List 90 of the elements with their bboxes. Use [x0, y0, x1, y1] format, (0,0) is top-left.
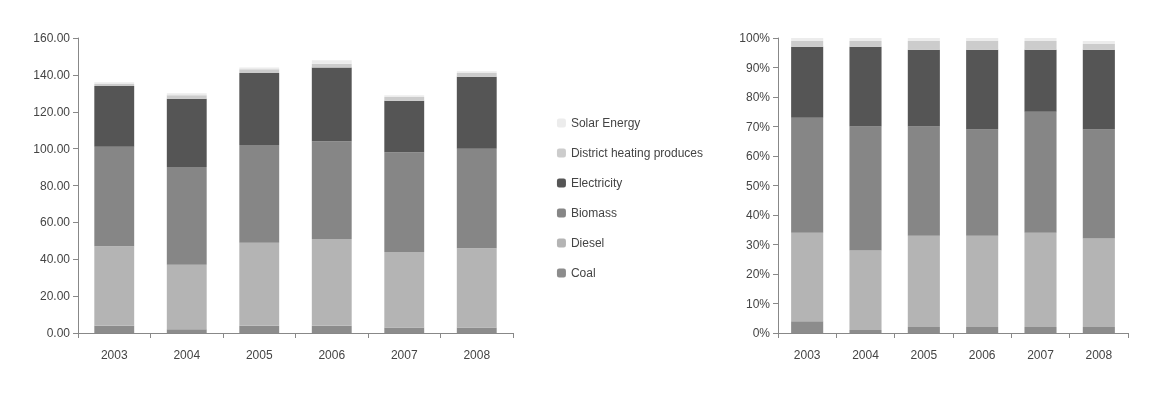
x-tick-label: 2003 — [100, 348, 128, 362]
bar — [311, 60, 352, 64]
x-tick-label: 2003 — [793, 348, 821, 362]
bar — [1024, 111, 1057, 233]
bar — [966, 49, 999, 130]
legend-label: Electricity — [570, 176, 623, 190]
y-tick-label: 30% — [745, 237, 771, 252]
bar — [907, 38, 940, 41]
bar — [966, 235, 999, 328]
bar — [907, 49, 940, 127]
bar — [239, 242, 280, 326]
bar — [94, 246, 135, 326]
y-tick-label: 0.00 — [46, 326, 71, 340]
bar — [456, 148, 497, 249]
y-tick-label: 90% — [745, 60, 771, 75]
y-tick-label: 60.00 — [39, 215, 71, 230]
bar — [456, 76, 497, 149]
y-tick-label: 40.00 — [39, 252, 71, 267]
y-tick-label: 100% — [739, 31, 771, 45]
bar — [1082, 49, 1115, 130]
legend-label: Solar Energy — [570, 116, 641, 130]
bar — [239, 144, 280, 243]
legend-label: District heating produces — [570, 146, 704, 160]
bar — [94, 85, 135, 147]
bar — [849, 38, 882, 41]
bar — [384, 100, 425, 153]
bar — [791, 232, 824, 322]
bar — [966, 40, 999, 50]
bar — [791, 46, 824, 118]
bar — [849, 40, 882, 47]
bar — [966, 38, 999, 41]
bar — [907, 235, 940, 328]
bar — [239, 69, 280, 74]
legend-label: Biomass — [570, 206, 617, 220]
bar — [907, 40, 940, 50]
legend-label: Coal — [570, 266, 596, 280]
bar — [166, 98, 207, 168]
y-tick-label: 80.00 — [39, 178, 71, 193]
bar — [311, 63, 352, 68]
x-tick-label: 2005 — [910, 348, 938, 362]
y-tick-label: 0% — [752, 326, 771, 340]
y-tick-label: 140.00 — [33, 67, 71, 82]
bar — [907, 126, 940, 236]
bar — [1024, 40, 1057, 50]
bar — [849, 126, 882, 251]
bar — [791, 40, 824, 47]
bar — [384, 152, 425, 252]
bar — [1024, 232, 1057, 328]
bar — [1082, 238, 1115, 328]
x-tick-label: 2008 — [1085, 348, 1113, 362]
bar — [966, 129, 999, 236]
x-tick-label: 2006 — [968, 348, 996, 362]
bar — [791, 117, 824, 233]
bar — [849, 250, 882, 331]
y-tick-label: 80% — [745, 90, 771, 104]
x-tick-label: 2007 — [390, 348, 418, 362]
legend-label: Diesel — [570, 236, 605, 250]
bar — [311, 67, 352, 142]
bar — [384, 97, 425, 101]
x-tick-label: 2007 — [1027, 348, 1055, 362]
bar — [239, 73, 280, 145]
bar — [1024, 38, 1057, 41]
bar — [94, 146, 135, 247]
x-tick-label: 2004 — [852, 348, 880, 362]
y-tick-label: 50% — [745, 178, 771, 193]
bar — [1082, 40, 1115, 44]
x-tick-label: 2004 — [173, 348, 201, 362]
y-tick-label: 100.00 — [33, 141, 71, 156]
bar — [456, 248, 497, 328]
x-tick-label: 2005 — [245, 348, 273, 362]
bar — [791, 38, 824, 41]
x-tick-label: 2008 — [463, 348, 491, 362]
bar — [311, 238, 352, 326]
y-tick-label: 70% — [745, 119, 771, 134]
x-tick-label: 2006 — [318, 348, 346, 362]
bar — [384, 251, 425, 328]
bar — [311, 141, 352, 239]
bar — [1082, 129, 1115, 239]
bar — [1082, 43, 1115, 50]
y-tick-label: 60% — [745, 149, 771, 163]
y-tick-label: 40% — [745, 208, 771, 222]
bar — [166, 167, 207, 265]
y-tick-label: 160.00 — [33, 31, 71, 45]
y-tick-label: 20% — [745, 267, 771, 281]
bar — [1024, 49, 1057, 112]
bar — [849, 46, 882, 127]
y-tick-label: 10% — [745, 296, 771, 311]
y-tick-label: 120.00 — [33, 104, 71, 119]
bar — [166, 264, 207, 330]
y-tick-label: 20.00 — [39, 289, 71, 304]
